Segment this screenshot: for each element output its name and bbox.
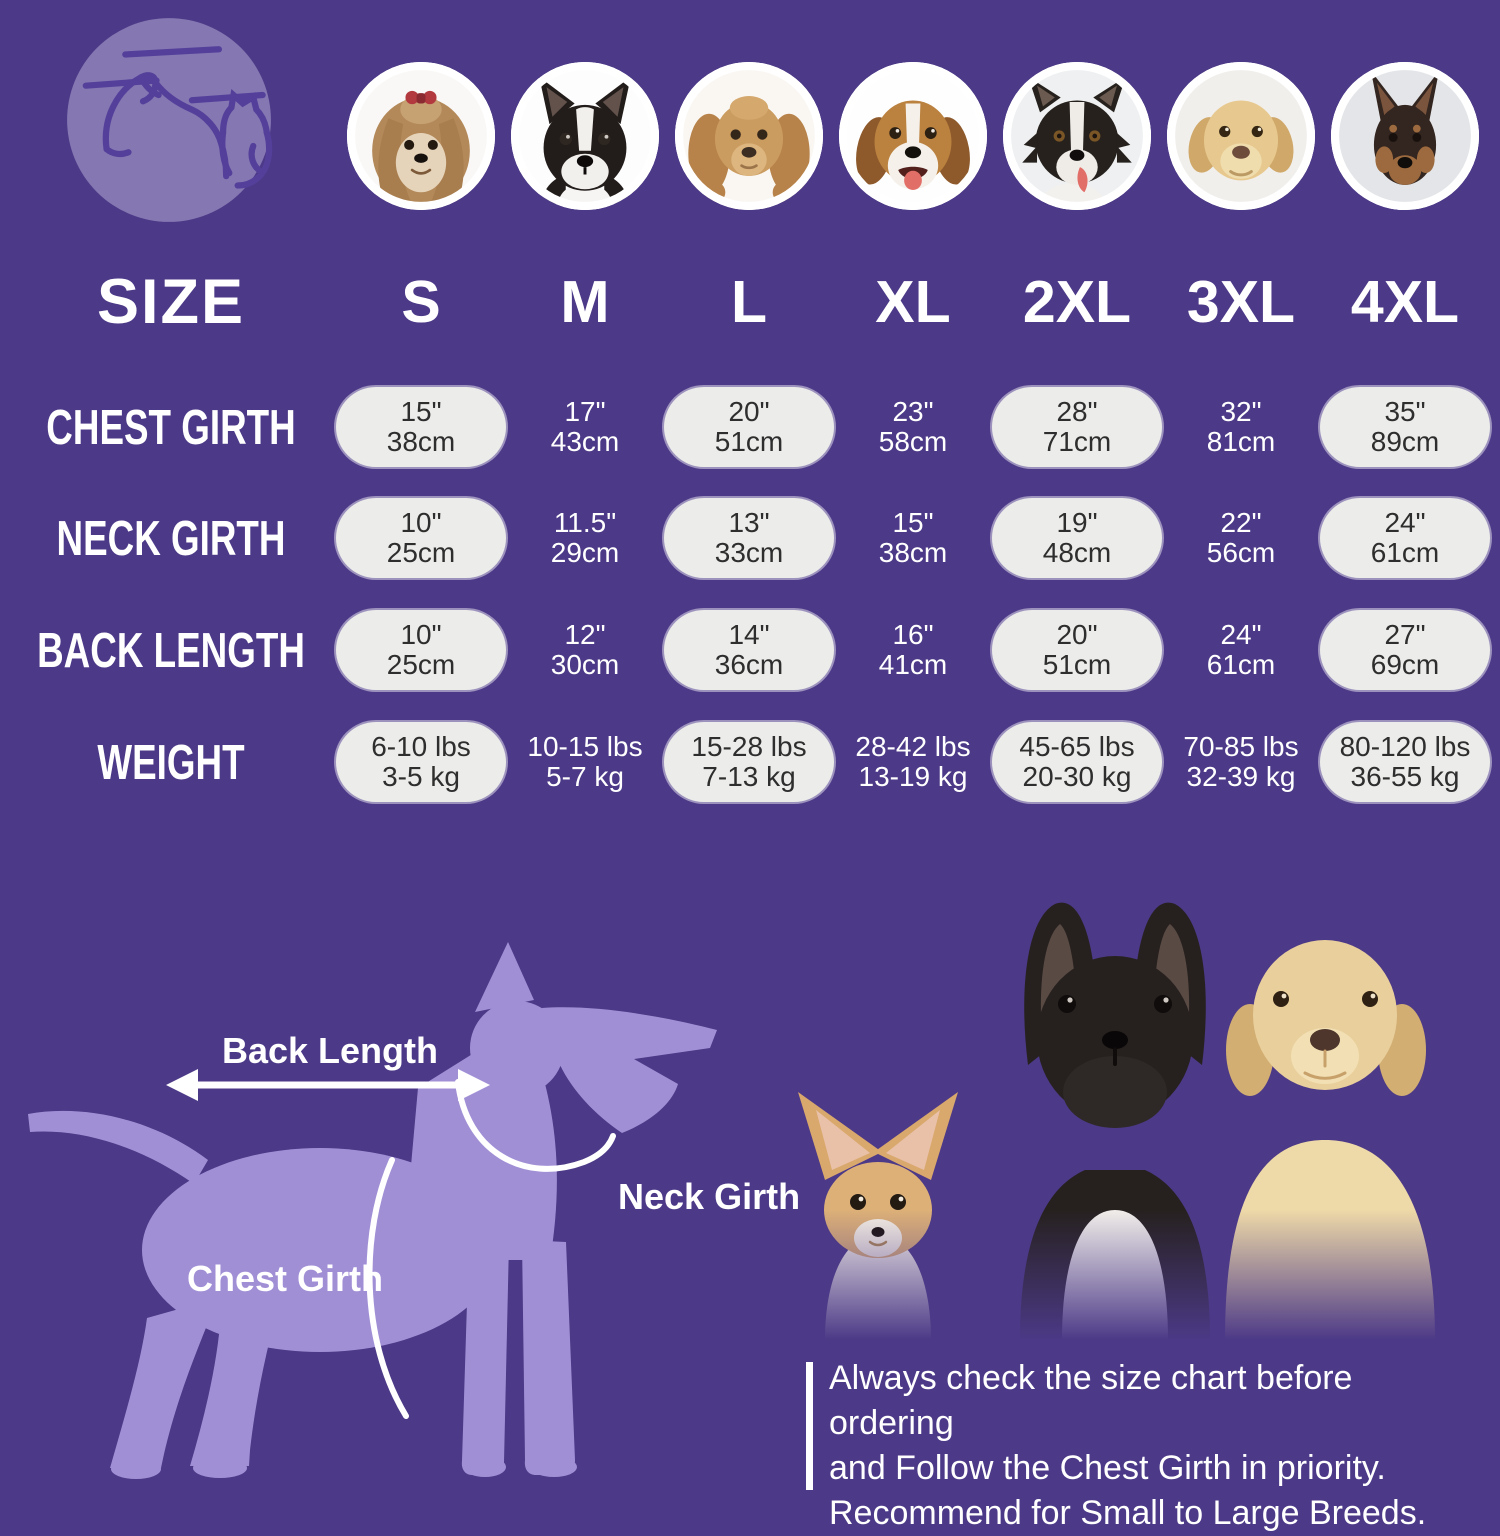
- size-column-2xl: 2XL: [1022, 269, 1132, 335]
- row-chest-girth: CHEST GIRTH 15" 38cm 17" 43cm 20" 51cm 23" 5…: [0, 387, 1500, 467]
- note-line: Always check the size chart before order…: [829, 1359, 1353, 1442]
- measurement-cell: 32" 81cm: [1206, 396, 1276, 457]
- measurement-cell: 6-10 lbs 3-5 kg: [336, 722, 506, 802]
- size-column-3xl: 3XL: [1186, 269, 1296, 335]
- back-length-label: Back Length: [221, 1030, 439, 1071]
- measurement-cell: 15-28 lbs 7-13 kg: [664, 722, 834, 802]
- note-line: and Follow the Chest Girth in priority.: [829, 1449, 1386, 1487]
- breed-photo-cocker-spaniel: [675, 62, 823, 210]
- measurement-cell: 45-65 lbs 20-30 kg: [992, 722, 1162, 802]
- measurement-cell: 35" 89cm: [1320, 387, 1490, 467]
- row-label-chest-girth: CHEST GIRTH: [46, 399, 296, 455]
- measurement-cell: 20" 51cm: [992, 610, 1162, 690]
- dog-cat-logo-icon: [67, 18, 273, 222]
- border-collie-face-illustration: [1003, 62, 1151, 210]
- measurement-cell: 10-15 lbs 5-7 kg: [527, 731, 643, 792]
- row-label-weight: WEIGHT: [97, 734, 245, 790]
- arrow-left-head: [166, 1069, 198, 1101]
- measurement-cell: 22" 56cm: [1206, 507, 1276, 568]
- measurement-cell: 20" 51cm: [664, 387, 834, 467]
- measurement-cell: 23" 58cm: [878, 396, 948, 457]
- neck-girth-label: Neck Girth: [618, 1176, 801, 1217]
- measurement-cell: 12" 30cm: [550, 619, 620, 680]
- row-back-length: BACK LENGTH 10" 25cm 12" 30cm 14" 36cm 16" 4…: [0, 610, 1500, 690]
- measurement-cell: 27" 69cm: [1320, 610, 1490, 690]
- brand-logo: [65, 16, 273, 224]
- breed-photo-border-collie: [1003, 62, 1151, 210]
- size-column-l: L: [730, 269, 768, 335]
- size-column-m: M: [560, 269, 610, 335]
- size-header-label: SIZE: [96, 267, 246, 337]
- breed-photo-beagle: [839, 62, 987, 210]
- row-weight: WEIGHT 6-10 lbs 3-5 kg 10-15 lbs 5-7 kg 15…: [0, 722, 1500, 802]
- measurement-cell: 24" 61cm: [1320, 498, 1490, 578]
- dog-measurement-diagram: [28, 942, 717, 1479]
- chest-girth-label: Chest Girth: [186, 1258, 383, 1299]
- measurement-cell: 28" 71cm: [992, 387, 1162, 467]
- breed-photo-shih-tzu: [347, 62, 495, 210]
- size-column-xl: XL: [875, 269, 951, 335]
- row-label-back-length: BACK LENGTH: [37, 622, 305, 678]
- cocker-spaniel-face-illustration: [675, 62, 823, 210]
- size-chart-poster: SIZE S M L XL 2XL 3XL 4XL CHEST GIRTH 15…: [0, 16, 1500, 1532]
- measurement-cell: 15" 38cm: [336, 387, 506, 467]
- size-column-4xl: 4XL: [1350, 269, 1460, 335]
- measurement-cell: 70-85 lbs 32-39 kg: [1183, 731, 1299, 792]
- doberman-face-illustration: [1331, 62, 1479, 210]
- photo-fade-overlay: [770, 1210, 1480, 1340]
- measurement-cell: 24" 61cm: [1206, 619, 1276, 680]
- measurement-cell: 10" 25cm: [336, 498, 506, 578]
- beagle-face-illustration: [839, 62, 987, 210]
- measurement-cell: 80-120 lbs 36-55 kg: [1320, 722, 1490, 802]
- measurement-cell: 10" 25cm: [336, 610, 506, 690]
- note-line: Recommend for Small to Large Breeds.: [829, 1494, 1427, 1532]
- chest-girth-line: [366, 1157, 409, 1419]
- sizing-note: Always check the size chart before order…: [829, 1356, 1469, 1536]
- neck-girth-line: [455, 1079, 616, 1172]
- measurement-cell: 28-42 lbs 13-19 kg: [855, 731, 971, 792]
- measurement-cell: 14" 36cm: [664, 610, 834, 690]
- shih-tzu-face-illustration: [347, 62, 495, 210]
- breed-photo-boston-terrier: [511, 62, 659, 210]
- three-dogs-photo: [770, 902, 1480, 1340]
- measurement-cell: 17" 43cm: [550, 396, 620, 457]
- breed-photo-doberman: [1331, 62, 1479, 210]
- measurement-cell: 19" 48cm: [992, 498, 1162, 578]
- measurement-cell: 11.5" 29cm: [550, 507, 620, 568]
- measurement-cell: 13" 33cm: [664, 498, 834, 578]
- note-accent-bar: [806, 1362, 813, 1490]
- arrow-right-head: [458, 1069, 490, 1101]
- measurement-cell: 16" 41cm: [878, 619, 948, 680]
- breed-photo-labrador: [1167, 62, 1315, 210]
- row-label-neck-girth: NECK GIRTH: [56, 510, 286, 566]
- labrador-face-illustration: [1167, 62, 1315, 210]
- measurement-cell: 15" 38cm: [878, 507, 948, 568]
- size-column-s: S: [401, 269, 441, 335]
- boston-terrier-face-illustration: [511, 62, 659, 210]
- row-neck-girth: NECK GIRTH 10" 25cm 11.5" 29cm 13" 33cm 15"…: [0, 498, 1500, 578]
